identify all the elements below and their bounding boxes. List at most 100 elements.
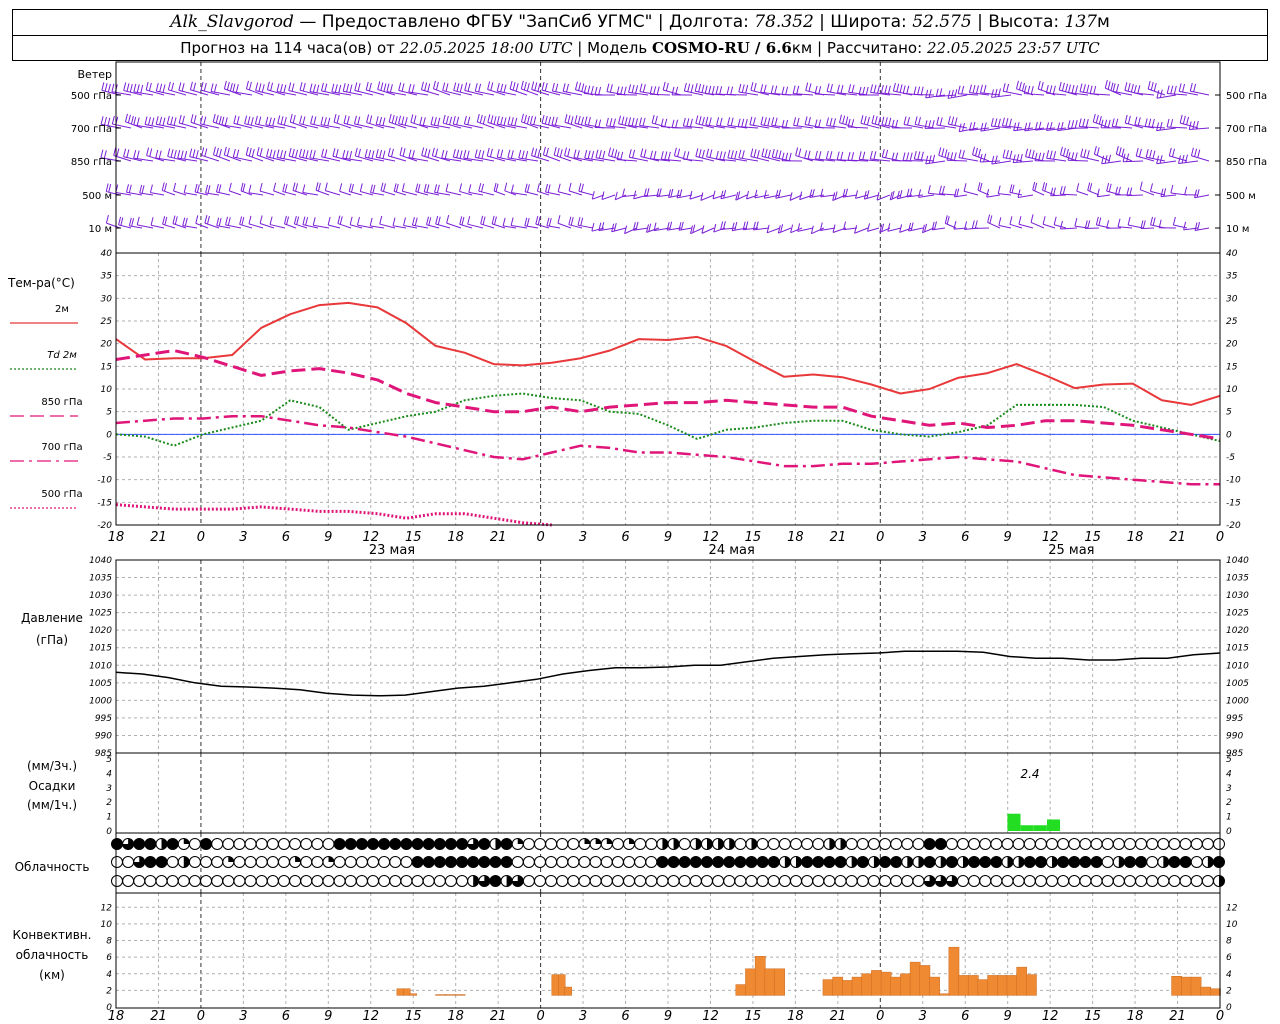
wind-barb-flag bbox=[194, 183, 198, 193]
wind-barb-flag bbox=[481, 150, 485, 159]
conv-title_1: Конвективн. bbox=[13, 928, 92, 942]
wind-barb-flag bbox=[346, 83, 350, 93]
wind-barb-flag bbox=[1027, 85, 1031, 94]
wind-barb-shaft bbox=[402, 190, 418, 196]
time-axis-top-tick-label: 21 bbox=[490, 530, 507, 545]
wind-barb-flag bbox=[741, 118, 745, 127]
wind-barb-flag bbox=[276, 149, 280, 158]
wind-barb-shaft bbox=[507, 124, 528, 129]
cloud-circle bbox=[723, 875, 736, 887]
wind-barb-shaft bbox=[954, 194, 968, 198]
wind-barb-flag bbox=[178, 114, 182, 124]
wind-barb-flag bbox=[1005, 150, 1009, 159]
cloud-circle bbox=[1190, 875, 1203, 887]
wind-barb-flag bbox=[478, 183, 482, 192]
wind-barb-flag bbox=[642, 117, 646, 127]
wind-barb-shaft bbox=[205, 192, 220, 196]
cloud-symbol bbox=[522, 875, 535, 887]
wind-barb-flag bbox=[871, 115, 875, 124]
cloud-symbol bbox=[266, 875, 279, 887]
wind-barb-flag bbox=[914, 116, 918, 125]
wind-barb-flag bbox=[541, 82, 545, 91]
wind-barb bbox=[963, 183, 979, 196]
cloud-symbol bbox=[211, 838, 224, 850]
wind-barb-flag bbox=[726, 86, 730, 95]
wind-level-label-right: 10 м bbox=[1226, 224, 1249, 235]
cloud-circle bbox=[422, 838, 435, 850]
cloud-circle bbox=[211, 875, 224, 887]
cloud-symbol bbox=[923, 838, 936, 850]
wind-barb-shaft bbox=[854, 227, 869, 234]
header-box: Alk_Slavgorod — Предоставлено ФГБУ "ЗапС… bbox=[12, 9, 1268, 61]
cloud-symbol bbox=[411, 856, 424, 868]
wind-barb bbox=[1024, 122, 1045, 132]
wind-barb-shaft bbox=[998, 224, 1012, 229]
cloud-symbol bbox=[122, 838, 135, 850]
wind-barb-flag bbox=[842, 115, 846, 124]
wind-barb bbox=[781, 152, 803, 162]
wind-barb-flag bbox=[642, 84, 646, 93]
wind-barb-flag bbox=[925, 155, 929, 165]
wind-barb-shaft bbox=[732, 227, 748, 232]
wind-barb-flag bbox=[401, 183, 405, 192]
wind-barb-flag bbox=[1038, 152, 1042, 161]
cloud-circle bbox=[901, 838, 914, 850]
wind-barb bbox=[1101, 154, 1122, 165]
wind-barb bbox=[339, 183, 352, 196]
wind-barb-shaft bbox=[947, 94, 968, 99]
wind-barb bbox=[814, 85, 836, 96]
cloud-circle bbox=[1090, 856, 1103, 868]
cloud-fill bbox=[328, 856, 334, 862]
wind-barb bbox=[1172, 216, 1188, 229]
cloud-circle bbox=[1057, 856, 1070, 868]
wind-barb-flag bbox=[906, 85, 910, 94]
wind-barb-flag bbox=[533, 116, 537, 125]
wind-barb bbox=[221, 116, 242, 129]
wind-barb bbox=[716, 117, 737, 129]
wind-barb-flag bbox=[840, 151, 844, 160]
wind-barb-shaft bbox=[342, 157, 363, 162]
wind-barb-flag bbox=[463, 149, 467, 159]
wind-barb-shaft bbox=[1112, 125, 1133, 129]
wind-barb bbox=[1117, 218, 1133, 229]
wind-barb-flag bbox=[1127, 216, 1131, 226]
wind-barb-flag bbox=[566, 83, 570, 93]
wind-barb-shaft bbox=[592, 194, 605, 200]
wind-barb-shaft bbox=[577, 224, 594, 229]
wind-barb-flag bbox=[424, 82, 428, 91]
wind-barb-flag bbox=[379, 215, 383, 225]
wind-barb bbox=[705, 116, 726, 129]
wind-barb bbox=[676, 189, 693, 199]
wind-barb-flag bbox=[664, 118, 668, 127]
cloud-symbol bbox=[645, 838, 658, 850]
wind-barb-shaft bbox=[424, 191, 440, 196]
wind-barb-flag bbox=[523, 114, 527, 124]
cloud-circle bbox=[144, 875, 157, 887]
wind-barb bbox=[639, 83, 660, 96]
wind-barb-flag bbox=[737, 191, 741, 200]
wind-barb bbox=[101, 82, 121, 96]
precip-bar bbox=[1020, 825, 1034, 831]
wind-barb bbox=[273, 182, 286, 196]
temp-ytick-left: 5 bbox=[106, 408, 112, 418]
wind-barb-flag bbox=[282, 183, 286, 192]
wind-barb bbox=[244, 115, 264, 129]
wind-barb-flag bbox=[676, 189, 680, 199]
wind-barb-shaft bbox=[524, 191, 539, 196]
cloud-symbol bbox=[1213, 875, 1225, 887]
wind-barb-flag bbox=[145, 81, 149, 91]
time-axis-top-tick-label: 18 bbox=[787, 530, 804, 545]
wind-barb bbox=[906, 188, 924, 198]
wind-barb-flag bbox=[1093, 85, 1097, 95]
cloud-circle bbox=[923, 856, 936, 868]
wind-barb-flag bbox=[706, 148, 710, 157]
wind-barb-shaft bbox=[1080, 156, 1100, 162]
wind-barb bbox=[632, 221, 649, 231]
wind-barb-flag bbox=[413, 115, 417, 124]
wind-barb-flag bbox=[953, 188, 957, 198]
wind-barb-shaft bbox=[1035, 127, 1056, 131]
cloud-circle bbox=[211, 856, 224, 868]
wind-barb bbox=[946, 152, 968, 162]
wind-barb-shaft bbox=[276, 91, 297, 96]
wind-barb-flag bbox=[199, 115, 203, 125]
